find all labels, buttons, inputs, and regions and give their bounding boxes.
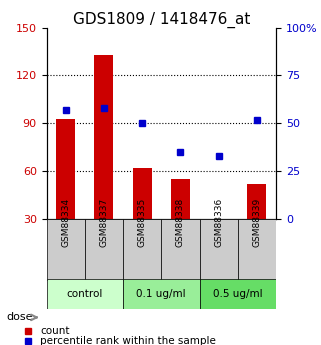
Bar bbox=[123, 219, 161, 281]
Bar bbox=[123, 279, 200, 309]
Bar bbox=[94, 55, 114, 219]
Text: 0.5 ug/ml: 0.5 ug/ml bbox=[213, 289, 263, 299]
Bar bbox=[200, 279, 276, 309]
Bar bbox=[161, 219, 200, 281]
Text: dose: dose bbox=[6, 313, 33, 322]
Text: GSM88334: GSM88334 bbox=[61, 198, 70, 247]
Bar bbox=[238, 219, 276, 281]
Text: GSM88337: GSM88337 bbox=[100, 198, 108, 247]
Bar bbox=[47, 279, 123, 309]
Text: 0.1 ug/ml: 0.1 ug/ml bbox=[136, 289, 186, 299]
Bar bbox=[133, 168, 152, 219]
Text: GSM88339: GSM88339 bbox=[252, 198, 261, 247]
Text: GSM88335: GSM88335 bbox=[138, 198, 147, 247]
Text: control: control bbox=[67, 289, 103, 299]
Text: percentile rank within the sample: percentile rank within the sample bbox=[40, 336, 216, 345]
Text: GSM88338: GSM88338 bbox=[176, 198, 185, 247]
Text: count: count bbox=[40, 326, 70, 336]
Bar bbox=[85, 219, 123, 281]
Bar bbox=[56, 119, 75, 219]
Bar bbox=[47, 219, 85, 281]
Bar bbox=[171, 179, 190, 219]
Bar bbox=[200, 219, 238, 281]
Bar bbox=[247, 184, 266, 219]
Text: GSM88336: GSM88336 bbox=[214, 198, 223, 247]
Title: GDS1809 / 1418476_at: GDS1809 / 1418476_at bbox=[73, 11, 250, 28]
